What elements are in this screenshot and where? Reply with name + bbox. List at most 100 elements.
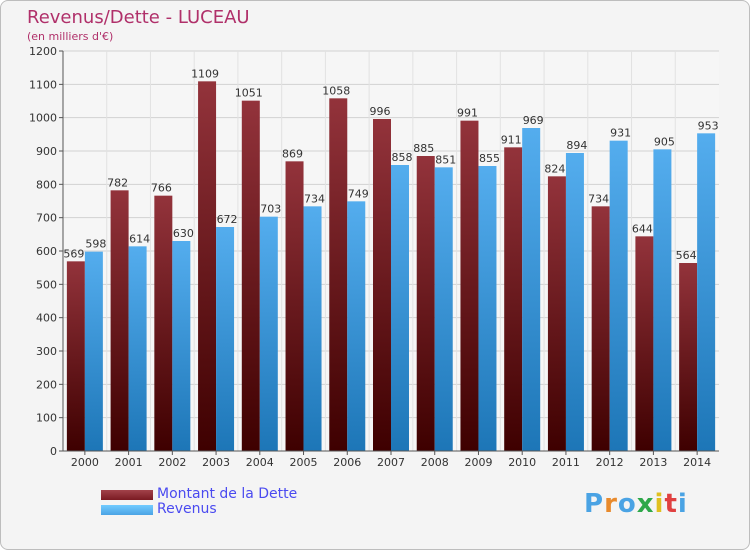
x-tick-label: 2008 bbox=[421, 456, 449, 469]
y-tick-label: 800 bbox=[36, 178, 57, 191]
value-label-dette: 734 bbox=[588, 192, 609, 205]
bar-dette bbox=[679, 263, 698, 451]
y-tick-label: 100 bbox=[36, 412, 57, 425]
bar-revenus bbox=[172, 241, 191, 451]
logo-letter: t bbox=[664, 489, 678, 519]
bar-revenus bbox=[347, 201, 366, 451]
x-tick-label: 2006 bbox=[333, 456, 361, 469]
bar-revenus bbox=[434, 167, 453, 452]
x-tick-label: 2002 bbox=[158, 456, 186, 469]
bar-revenus bbox=[478, 166, 497, 451]
bar-dette bbox=[329, 98, 348, 451]
bar-dette bbox=[198, 81, 217, 451]
x-tick-label: 2003 bbox=[202, 456, 230, 469]
proxiti-logo: Proxiti bbox=[584, 489, 688, 519]
value-label-revenus: 614 bbox=[129, 232, 150, 245]
bar-dette bbox=[154, 195, 173, 451]
bar-revenus bbox=[391, 165, 409, 451]
value-label-dette: 824 bbox=[544, 162, 565, 175]
value-label-revenus: 905 bbox=[654, 135, 675, 148]
legend-label-revenus: Revenus bbox=[157, 501, 217, 517]
value-label-dette: 564 bbox=[676, 249, 697, 262]
value-label-revenus: 703 bbox=[260, 203, 281, 216]
bar-revenus bbox=[128, 246, 147, 451]
x-tick-label: 2014 bbox=[683, 456, 711, 469]
x-tick-label: 2013 bbox=[639, 456, 667, 469]
value-label-dette: 766 bbox=[151, 182, 172, 195]
logo-letter: x bbox=[636, 489, 655, 519]
bar-dette bbox=[110, 190, 129, 452]
bar-revenus bbox=[653, 149, 672, 452]
bar-revenus bbox=[303, 206, 322, 451]
value-label-dette: 996 bbox=[370, 105, 391, 118]
bar-revenus bbox=[84, 251, 103, 451]
legend-swatch-revenus bbox=[101, 505, 153, 515]
bar-revenus bbox=[697, 133, 716, 452]
value-label-dette: 1058 bbox=[322, 84, 350, 97]
value-label-dette: 782 bbox=[107, 176, 128, 189]
y-tick-label: 700 bbox=[36, 212, 57, 225]
value-label-dette: 569 bbox=[63, 247, 84, 260]
bar-dette bbox=[460, 120, 479, 452]
value-label-revenus: 969 bbox=[523, 114, 544, 127]
value-label-revenus: 630 bbox=[173, 227, 194, 240]
bar-dette bbox=[547, 176, 566, 452]
x-tick-label: 2001 bbox=[115, 456, 143, 469]
bar-dette bbox=[66, 261, 85, 451]
value-label-dette: 1109 bbox=[191, 67, 219, 80]
x-tick-label: 2012 bbox=[596, 456, 624, 469]
x-tick-label: 2009 bbox=[464, 456, 492, 469]
value-label-dette: 885 bbox=[413, 142, 434, 155]
value-label-revenus: 749 bbox=[348, 187, 369, 200]
x-tick-label: 2007 bbox=[377, 456, 405, 469]
chart-title: Revenus/Dette - LUCEAU bbox=[27, 7, 250, 28]
y-tick-label: 300 bbox=[36, 345, 57, 358]
bar-dette bbox=[285, 161, 304, 452]
logo-letter: i bbox=[654, 489, 665, 519]
bar-revenus bbox=[609, 140, 628, 451]
value-label-revenus: 734 bbox=[304, 192, 325, 205]
bar-revenus bbox=[522, 128, 541, 451]
value-label-revenus: 598 bbox=[85, 238, 106, 251]
value-label-revenus: 851 bbox=[435, 153, 456, 166]
bar-dette bbox=[635, 236, 654, 451]
x-tick-label: 2004 bbox=[246, 456, 274, 469]
y-tick-label: 400 bbox=[36, 312, 57, 325]
legend-swatch-dette bbox=[101, 490, 153, 500]
y-tick-label: 600 bbox=[36, 245, 57, 258]
y-tick-label: 1100 bbox=[29, 78, 57, 91]
value-label-revenus: 931 bbox=[610, 127, 631, 140]
value-label-revenus: 672 bbox=[217, 213, 238, 226]
value-label-revenus: 858 bbox=[392, 151, 413, 164]
y-tick-label: 200 bbox=[36, 378, 57, 391]
value-label-revenus: 953 bbox=[698, 119, 719, 132]
x-tick-label: 2010 bbox=[508, 456, 536, 469]
y-tick-label: 900 bbox=[36, 145, 57, 158]
y-tick-label: 1000 bbox=[29, 112, 57, 125]
value-label-revenus: 855 bbox=[479, 152, 500, 165]
x-tick-label: 2005 bbox=[290, 456, 318, 469]
logo-letter: r bbox=[604, 489, 618, 519]
bar-dette bbox=[241, 100, 260, 452]
value-label-dette: 911 bbox=[501, 133, 522, 146]
bar-dette bbox=[416, 156, 435, 451]
bar-revenus bbox=[259, 216, 278, 451]
value-label-dette: 644 bbox=[632, 222, 653, 235]
x-tick-label: 2000 bbox=[71, 456, 99, 469]
logo-letter: i bbox=[677, 489, 688, 519]
logo-letter: P bbox=[584, 489, 605, 519]
y-tick-label: 0 bbox=[50, 445, 57, 458]
chart-subtitle: (en milliers d'€) bbox=[27, 30, 114, 43]
bar-dette bbox=[373, 119, 391, 451]
bar-revenus bbox=[565, 153, 584, 451]
bar-dette bbox=[504, 147, 523, 452]
bar-dette bbox=[591, 206, 610, 451]
value-label-dette: 1051 bbox=[235, 87, 263, 100]
bar-revenus bbox=[216, 227, 235, 451]
x-tick-label: 2011 bbox=[552, 456, 580, 469]
y-tick-label: 1200 bbox=[29, 45, 57, 58]
y-tick-label: 500 bbox=[36, 278, 57, 291]
value-label-dette: 991 bbox=[457, 107, 478, 120]
